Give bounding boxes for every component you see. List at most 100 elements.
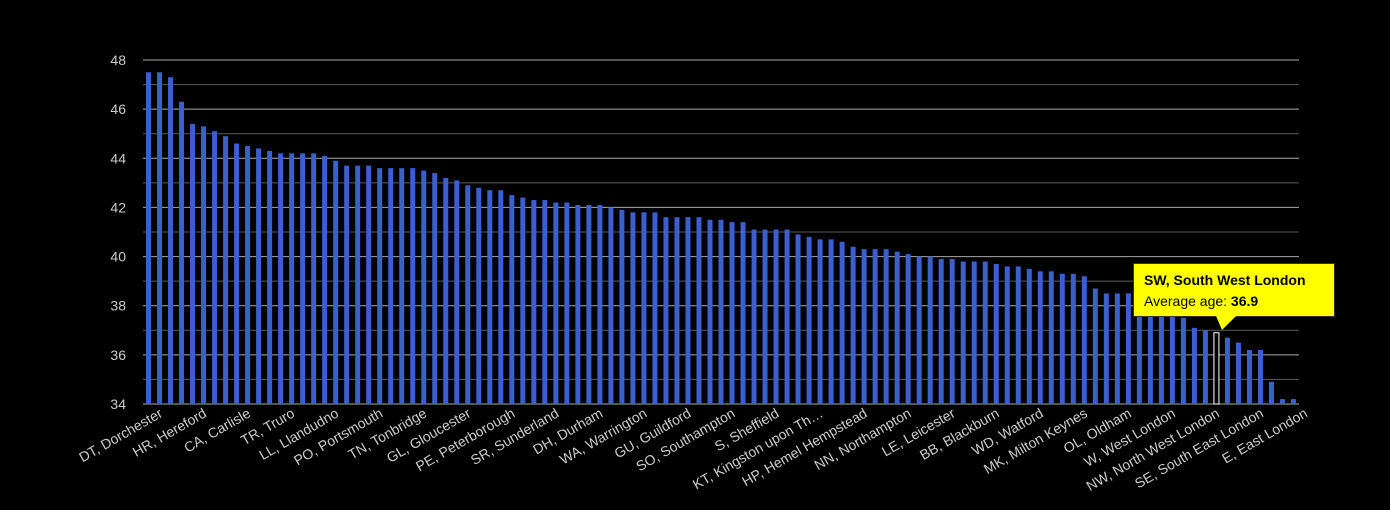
bar[interactable] — [377, 168, 383, 404]
bar[interactable] — [465, 185, 471, 404]
bar[interactable] — [949, 259, 955, 404]
bar[interactable] — [729, 222, 735, 404]
bar[interactable] — [366, 165, 372, 404]
bar[interactable] — [1257, 349, 1263, 404]
bar[interactable] — [300, 153, 306, 404]
bar[interactable] — [168, 77, 174, 404]
bar[interactable] — [839, 241, 845, 404]
bar[interactable] — [883, 249, 889, 404]
bar[interactable] — [256, 148, 262, 404]
bar[interactable] — [916, 256, 922, 404]
bar[interactable] — [542, 200, 548, 404]
bar[interactable] — [894, 251, 900, 404]
bar[interactable] — [1125, 293, 1131, 404]
bar[interactable] — [982, 261, 988, 404]
bar[interactable] — [674, 217, 680, 404]
bar[interactable] — [1158, 310, 1164, 404]
bar[interactable] — [553, 202, 559, 404]
bar[interactable] — [1070, 273, 1076, 404]
bar[interactable] — [1235, 342, 1241, 404]
bar[interactable] — [399, 168, 405, 404]
bar[interactable] — [311, 153, 317, 404]
bar[interactable] — [773, 229, 779, 404]
bar[interactable] — [322, 155, 328, 404]
bar[interactable] — [652, 212, 658, 404]
bar[interactable] — [344, 165, 350, 404]
bar[interactable] — [993, 263, 999, 404]
bar[interactable] — [586, 204, 592, 404]
bar[interactable] — [1180, 318, 1186, 404]
bar[interactable] — [619, 209, 625, 404]
bar[interactable] — [1037, 271, 1043, 404]
bar[interactable] — [784, 229, 790, 404]
bar[interactable] — [608, 207, 614, 404]
bar[interactable] — [388, 168, 394, 404]
bar[interactable] — [267, 150, 273, 404]
bar[interactable] — [355, 165, 361, 404]
bar[interactable] — [212, 131, 218, 404]
bar[interactable] — [1059, 273, 1065, 404]
bar[interactable] — [190, 123, 196, 404]
bar[interactable] — [707, 219, 713, 404]
bar[interactable] — [685, 217, 691, 404]
bar[interactable] — [333, 160, 339, 404]
bar-highlighted[interactable] — [1213, 332, 1220, 405]
bar[interactable] — [1224, 337, 1230, 404]
bar[interactable] — [641, 212, 647, 404]
bar[interactable] — [223, 136, 229, 404]
bar[interactable] — [1114, 293, 1120, 404]
bar[interactable] — [520, 197, 526, 404]
bar[interactable] — [564, 202, 570, 404]
bar[interactable] — [696, 217, 702, 404]
bar[interactable] — [762, 229, 768, 404]
bar[interactable] — [476, 187, 482, 404]
bar[interactable] — [575, 204, 581, 404]
bar[interactable] — [817, 239, 823, 404]
bar[interactable] — [971, 261, 977, 404]
bar[interactable] — [410, 168, 416, 404]
bar[interactable] — [1246, 349, 1252, 404]
bar[interactable] — [1004, 266, 1010, 404]
bar[interactable] — [597, 204, 603, 404]
bar[interactable] — [1048, 271, 1054, 404]
bar[interactable] — [157, 72, 163, 405]
bar[interactable] — [1081, 276, 1087, 404]
bar[interactable] — [146, 72, 152, 405]
bar[interactable] — [718, 219, 724, 404]
bar[interactable] — [663, 217, 669, 404]
bar[interactable] — [1015, 266, 1021, 404]
bar[interactable] — [1202, 330, 1208, 404]
bar[interactable] — [245, 146, 251, 404]
bar[interactable] — [905, 254, 911, 404]
bar[interactable] — [531, 200, 537, 404]
bar[interactable] — [872, 249, 878, 404]
bar[interactable] — [751, 229, 757, 404]
bar[interactable] — [1103, 293, 1109, 404]
bar[interactable] — [828, 239, 834, 404]
bar[interactable] — [630, 212, 636, 404]
bar[interactable] — [927, 256, 933, 404]
bar[interactable] — [795, 234, 801, 404]
bar[interactable] — [861, 249, 867, 404]
bar[interactable] — [234, 143, 240, 405]
bar[interactable] — [443, 177, 449, 404]
bar[interactable] — [421, 170, 427, 404]
bar[interactable] — [960, 261, 966, 404]
bar[interactable] — [201, 126, 207, 404]
bar[interactable] — [938, 259, 944, 404]
bar[interactable] — [1191, 327, 1197, 404]
bars[interactable] — [146, 72, 1296, 405]
bar[interactable] — [278, 153, 284, 404]
bar[interactable] — [289, 153, 295, 404]
bar[interactable] — [1147, 305, 1153, 404]
bar[interactable] — [1169, 315, 1175, 404]
bar[interactable] — [806, 236, 812, 404]
bar[interactable] — [850, 246, 856, 404]
bar[interactable] — [740, 222, 746, 404]
bar[interactable] — [1026, 268, 1032, 404]
bar[interactable] — [179, 101, 185, 405]
bar[interactable] — [1268, 381, 1274, 404]
bar[interactable] — [1092, 288, 1098, 404]
bar[interactable] — [1136, 295, 1142, 404]
bar[interactable] — [432, 173, 438, 404]
